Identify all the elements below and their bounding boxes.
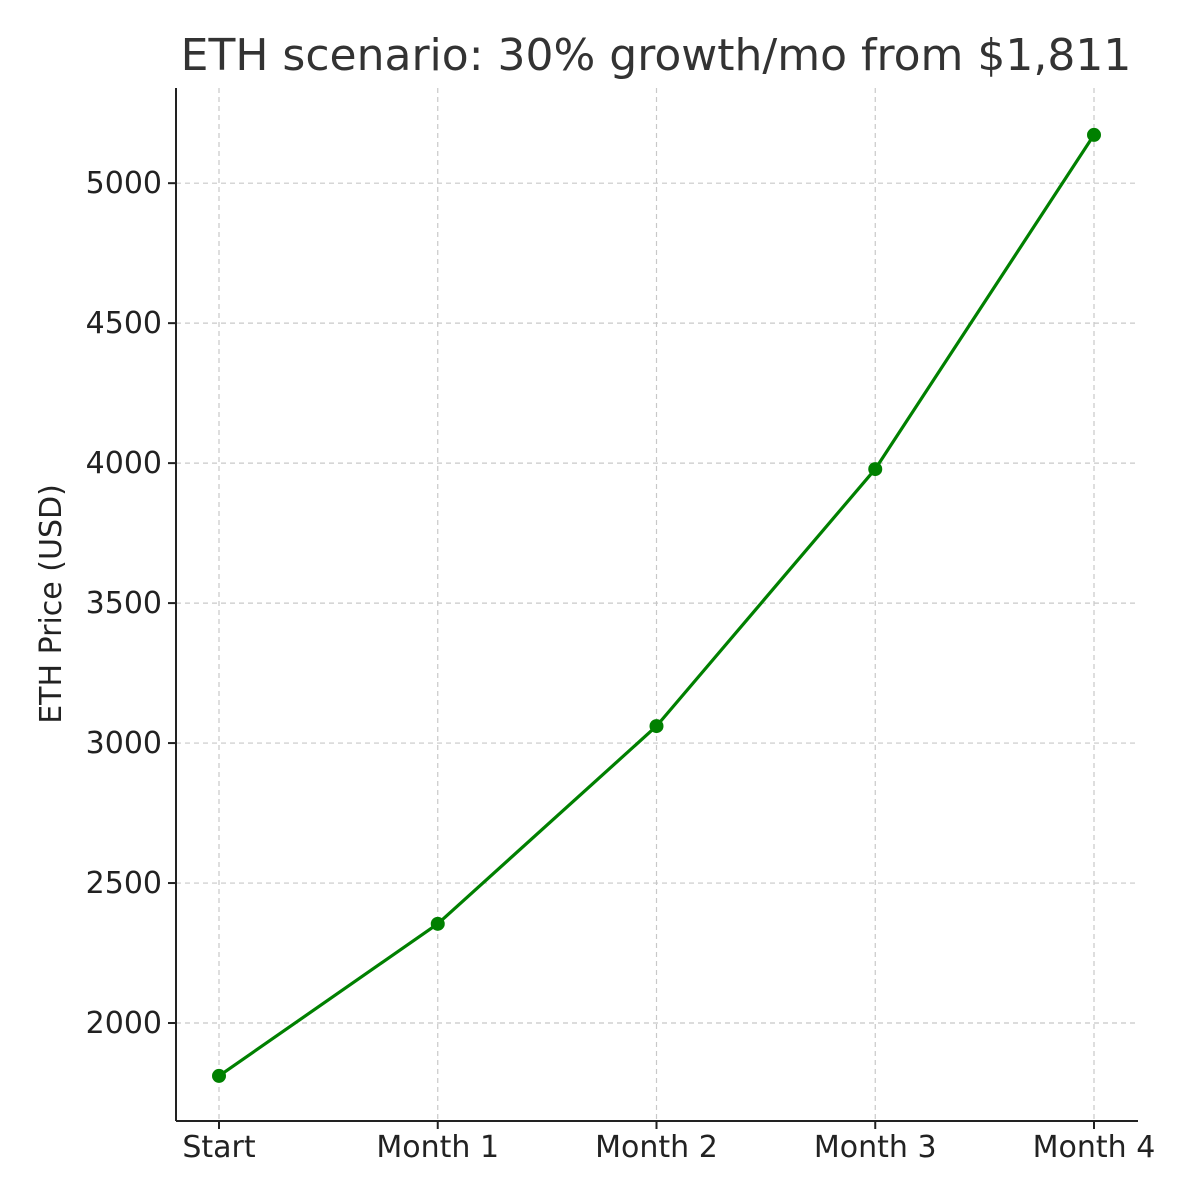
data-point xyxy=(649,719,664,734)
data-point xyxy=(430,916,445,931)
series-layer xyxy=(212,127,1101,1083)
x-tick-label: Month 3 xyxy=(814,1130,937,1165)
x-tick-label: Month 4 xyxy=(1033,1130,1156,1165)
y-tick-label: 4500 xyxy=(86,306,162,341)
y-tick-label: 2000 xyxy=(86,1006,162,1041)
data-point xyxy=(1087,127,1101,142)
y-tick-label: 5000 xyxy=(86,166,162,201)
y-axis-label: ETH Price (USD) xyxy=(34,484,69,724)
y-tick-label: 2500 xyxy=(86,866,162,901)
data-point xyxy=(212,1068,226,1083)
ticks: Start Month 1 Month 2 Month 3 Month 4 2000 250… xyxy=(86,166,1156,1165)
y-tick-label: 4000 xyxy=(86,446,162,481)
y-tick-label: 3500 xyxy=(86,586,162,621)
grid-lines xyxy=(176,88,1138,1121)
y-tick-label: 3000 xyxy=(86,726,162,761)
chart-title: ETH scenario: 30% growth/mo from $1,811 xyxy=(181,30,1132,81)
x-tick-label: Start xyxy=(182,1130,256,1165)
data-point xyxy=(868,462,883,477)
x-tick-label: Month 1 xyxy=(376,1130,499,1165)
x-tick-label: Month 2 xyxy=(595,1130,718,1165)
